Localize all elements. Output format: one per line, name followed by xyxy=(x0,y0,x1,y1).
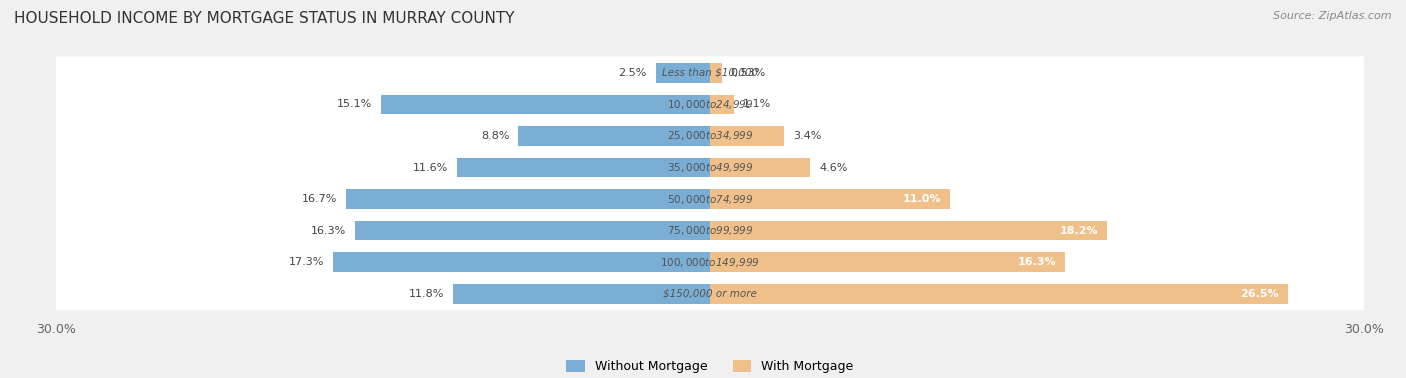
Text: $150,000 or more: $150,000 or more xyxy=(664,289,756,299)
FancyBboxPatch shape xyxy=(22,119,1398,152)
Bar xyxy=(710,253,1066,272)
Text: $100,000 to $149,999: $100,000 to $149,999 xyxy=(661,256,759,269)
Text: 2.5%: 2.5% xyxy=(619,68,647,78)
Text: 16.7%: 16.7% xyxy=(302,194,337,204)
Text: 18.2%: 18.2% xyxy=(1059,226,1098,236)
FancyBboxPatch shape xyxy=(22,183,1398,215)
Text: 0.53%: 0.53% xyxy=(730,68,765,78)
Bar xyxy=(710,221,1107,240)
Text: $25,000 to $34,999: $25,000 to $34,999 xyxy=(666,130,754,143)
Bar xyxy=(381,94,710,114)
Text: 11.0%: 11.0% xyxy=(903,194,941,204)
Text: 3.4%: 3.4% xyxy=(793,131,821,141)
Bar xyxy=(333,253,710,272)
Bar xyxy=(710,284,1288,304)
FancyBboxPatch shape xyxy=(22,277,1398,310)
Text: Source: ZipAtlas.com: Source: ZipAtlas.com xyxy=(1274,11,1392,21)
FancyBboxPatch shape xyxy=(22,214,1398,247)
Text: 11.6%: 11.6% xyxy=(413,163,449,172)
Text: 16.3%: 16.3% xyxy=(311,226,346,236)
Bar xyxy=(710,94,734,114)
Text: $50,000 to $74,999: $50,000 to $74,999 xyxy=(666,193,754,206)
FancyBboxPatch shape xyxy=(22,88,1398,121)
Bar xyxy=(346,189,710,209)
FancyBboxPatch shape xyxy=(22,151,1398,184)
Text: Less than $10,000: Less than $10,000 xyxy=(662,68,758,78)
Text: 8.8%: 8.8% xyxy=(481,131,509,141)
Bar xyxy=(710,63,721,83)
Text: 26.5%: 26.5% xyxy=(1240,289,1279,299)
Text: $75,000 to $99,999: $75,000 to $99,999 xyxy=(666,224,754,237)
Text: 4.6%: 4.6% xyxy=(818,163,848,172)
Bar xyxy=(354,221,710,240)
Legend: Without Mortgage, With Mortgage: Without Mortgage, With Mortgage xyxy=(561,355,859,378)
Bar xyxy=(457,158,710,177)
Bar xyxy=(519,126,710,146)
Bar xyxy=(453,284,710,304)
FancyBboxPatch shape xyxy=(22,246,1398,279)
Bar xyxy=(710,158,810,177)
Text: 11.8%: 11.8% xyxy=(409,289,444,299)
Text: $35,000 to $49,999: $35,000 to $49,999 xyxy=(666,161,754,174)
Bar xyxy=(710,126,785,146)
Bar xyxy=(655,63,710,83)
Text: 16.3%: 16.3% xyxy=(1018,257,1056,267)
Text: $10,000 to $24,999: $10,000 to $24,999 xyxy=(666,98,754,111)
Text: HOUSEHOLD INCOME BY MORTGAGE STATUS IN MURRAY COUNTY: HOUSEHOLD INCOME BY MORTGAGE STATUS IN M… xyxy=(14,11,515,26)
FancyBboxPatch shape xyxy=(22,56,1398,89)
Text: 17.3%: 17.3% xyxy=(288,257,325,267)
Text: 1.1%: 1.1% xyxy=(742,99,770,109)
Text: 15.1%: 15.1% xyxy=(337,99,373,109)
Bar xyxy=(710,189,950,209)
